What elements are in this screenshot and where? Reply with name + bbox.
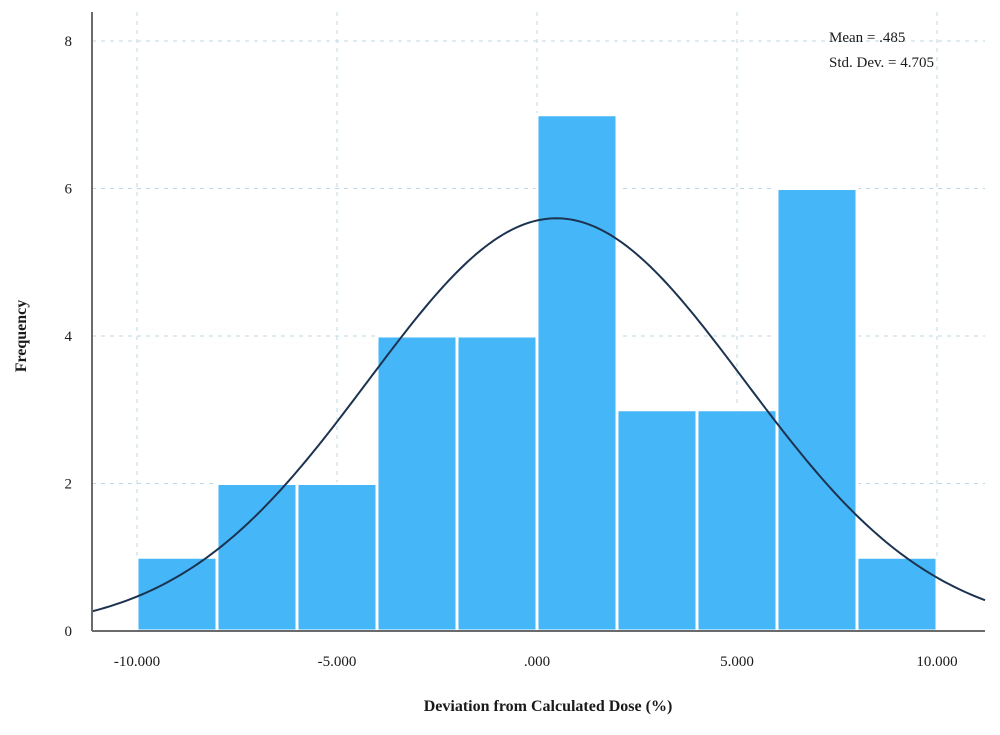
histogram-bar bbox=[455, 334, 539, 633]
histogram-bar bbox=[855, 555, 939, 633]
y-tick-label: 2 bbox=[65, 477, 73, 493]
bars-layer bbox=[135, 113, 939, 633]
normal-distribution-curve bbox=[91, 217, 986, 613]
x-tick-label: -10.000 bbox=[114, 654, 160, 670]
x-tick-label: -5.000 bbox=[318, 654, 357, 670]
tick-labels-layer: 0 2 4 6 8 -10.000 -5.000 .000 5.000 10.000 bbox=[65, 34, 958, 670]
axes-layer bbox=[91, 12, 985, 632]
y-tick-label: 8 bbox=[65, 34, 73, 50]
y-tick-label: 6 bbox=[65, 182, 73, 198]
x-axis-title: Deviation from Calculated Dose (%) bbox=[424, 698, 673, 715]
std-dev-stat-label: Std. Dev. = 4.705 bbox=[829, 55, 934, 71]
histogram-bar bbox=[615, 408, 699, 633]
mean-stat-label: Mean = .485 bbox=[829, 30, 905, 46]
histogram-bar bbox=[135, 555, 219, 633]
x-tick-label: .000 bbox=[524, 654, 550, 670]
histogram-bar bbox=[375, 334, 459, 633]
y-axis-title: Frequency bbox=[13, 300, 30, 373]
histogram-bar bbox=[775, 187, 859, 633]
x-tick-label: 5.000 bbox=[720, 654, 754, 670]
histogram-bar bbox=[535, 113, 619, 633]
histogram-bar bbox=[695, 408, 779, 633]
x-tick-label: 10.000 bbox=[916, 654, 957, 670]
y-tick-label: 0 bbox=[65, 624, 73, 640]
normal-curve-layer bbox=[91, 217, 986, 613]
histogram-bar bbox=[295, 482, 379, 633]
y-tick-label: 4 bbox=[65, 329, 73, 345]
histogram-bar bbox=[215, 482, 299, 633]
